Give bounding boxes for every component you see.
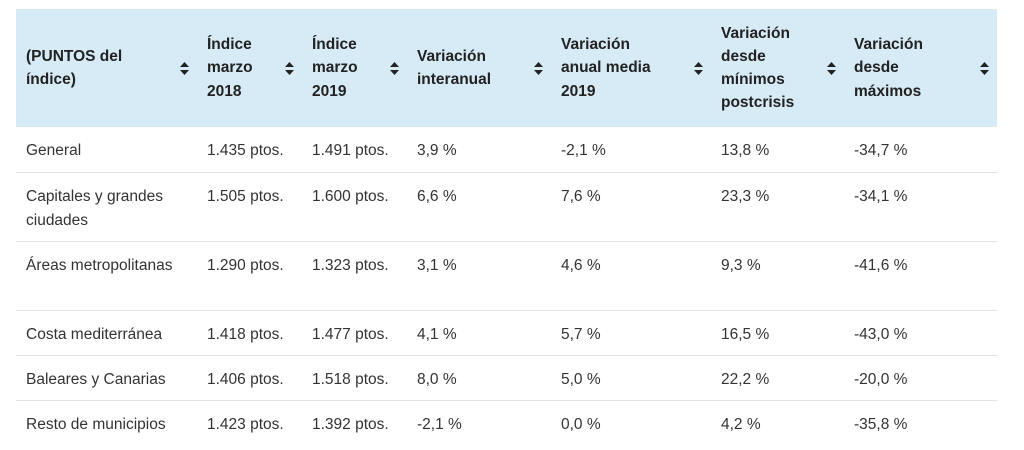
cell-from-maximums: -43,0 % <box>844 310 997 356</box>
header-label: Índice marzo 2018 <box>207 33 253 103</box>
cell-region: Baleares y Canarias <box>16 355 197 401</box>
column-header-region[interactable]: (PUNTOS del índice) <box>16 9 197 127</box>
cell-annual-average: 0,0 % <box>551 400 711 445</box>
column-header-index-2018[interactable]: Índice marzo 2018 <box>197 9 302 127</box>
table-row: Áreas metropolitanas 1.290 ptos. 1.323 p… <box>16 241 997 311</box>
cell-from-minimums: 23,3 % <box>711 172 844 242</box>
header-line: máximos <box>854 82 922 100</box>
cell-region: Costa mediterránea <box>16 310 197 356</box>
column-header-interanual[interactable]: Variación interanual <box>407 9 551 127</box>
cell-index-2018: 1.505 ptos. <box>197 172 302 242</box>
cell-annual-average: 5,7 % <box>551 310 711 356</box>
cell-index-2018: 1.406 ptos. <box>197 355 302 401</box>
header-label: Índice marzo 2019 <box>312 33 358 103</box>
cell-from-minimums: 22,2 % <box>711 355 844 401</box>
table-row: Costa mediterránea 1.418 ptos. 1.477 pto… <box>16 310 997 356</box>
cell-region: Resto de municipios <box>16 400 197 445</box>
sort-up-down-icon[interactable] <box>826 61 836 75</box>
header-line: desde <box>721 47 766 65</box>
header-line: 2019 <box>312 82 347 100</box>
cell-interanual: 8,0 % <box>407 355 551 401</box>
header-label: Variación interanual <box>417 45 491 92</box>
header-line: postcrisis <box>721 94 795 112</box>
cell-interanual: 3,1 % <box>407 241 551 311</box>
header-label: Variación anual media 2019 <box>561 33 651 103</box>
column-header-index-2019[interactable]: Índice marzo 2019 <box>302 9 407 127</box>
sort-up-down-icon[interactable] <box>389 61 399 75</box>
cell-interanual: -2,1 % <box>407 400 551 445</box>
cell-index-2019: 1.392 ptos. <box>302 400 407 445</box>
header-line: 2019 <box>561 82 596 100</box>
header-line: Variación <box>417 47 486 65</box>
cell-interanual: 6,6 % <box>407 172 551 242</box>
header-line: Índice <box>312 36 357 54</box>
table-row: Capitales y grandes ciudades 1.505 ptos.… <box>16 172 997 242</box>
header-line: Índice <box>207 36 252 54</box>
cell-region: General <box>16 127 197 173</box>
cell-index-2019: 1.323 ptos. <box>302 241 407 311</box>
cell-from-minimums: 9,3 % <box>711 241 844 311</box>
cell-annual-average: 5,0 % <box>551 355 711 401</box>
sort-up-down-icon[interactable] <box>693 61 703 75</box>
header-line: Variación <box>561 36 630 54</box>
cell-index-2018: 1.435 ptos. <box>197 127 302 173</box>
header-line: marzo <box>312 59 358 77</box>
header-line: Variación <box>721 24 790 42</box>
sort-up-down-icon[interactable] <box>179 61 189 75</box>
column-header-annual-average[interactable]: Variación anual media 2019 <box>551 9 711 127</box>
cell-index-2019: 1.600 ptos. <box>302 172 407 242</box>
header-line: (PUNTOS del <box>26 47 123 65</box>
cell-annual-average: 7,6 % <box>551 172 711 242</box>
cell-from-minimums: 16,5 % <box>711 310 844 356</box>
cell-region: Áreas metropolitanas <box>16 241 197 311</box>
table-body: General 1.435 ptos. 1.491 ptos. 3,9 % -2… <box>16 127 997 445</box>
column-header-from-maximums[interactable]: Variación desde máximos <box>844 9 997 127</box>
sort-up-down-icon[interactable] <box>979 61 989 75</box>
cell-from-maximums: -34,1 % <box>844 172 997 242</box>
cell-index-2018: 1.418 ptos. <box>197 310 302 356</box>
cell-annual-average: 4,6 % <box>551 241 711 311</box>
cell-from-minimums: 4,2 % <box>711 400 844 445</box>
cell-annual-average: -2,1 % <box>551 127 711 173</box>
header-line: desde <box>854 59 899 77</box>
sort-up-down-icon[interactable] <box>284 61 294 75</box>
header-line: marzo <box>207 59 253 77</box>
cell-index-2019: 1.491 ptos. <box>302 127 407 173</box>
table-header: (PUNTOS del índice) Índice marzo 2018 <box>16 9 997 127</box>
cell-from-maximums: -20,0 % <box>844 355 997 401</box>
header-label: Variación desde máximos <box>854 33 923 103</box>
cell-from-maximums: -35,8 % <box>844 400 997 445</box>
header-line: interanual <box>417 71 492 88</box>
cell-index-2019: 1.518 ptos. <box>302 355 407 401</box>
cell-index-2018: 1.290 ptos. <box>197 241 302 311</box>
cell-index-2018: 1.423 ptos. <box>197 400 302 445</box>
sort-up-down-icon[interactable] <box>533 61 543 75</box>
cell-interanual: 3,9 % <box>407 127 551 173</box>
header-label: Variación desde mínimos postcrisis <box>721 22 794 115</box>
cell-from-maximums: -34,7 % <box>844 127 997 173</box>
header-line: índice) <box>26 71 76 88</box>
table-row: Resto de municipios 1.423 ptos. 1.392 pt… <box>16 400 997 445</box>
cell-from-maximums: -41,6 % <box>844 241 997 311</box>
cell-from-minimums: 13,8 % <box>711 127 844 173</box>
header-line: anual media <box>561 59 651 77</box>
housing-price-index-table: (PUNTOS del índice) Índice marzo 2018 <box>16 9 997 445</box>
header-line: Variación <box>854 36 923 54</box>
column-header-from-minimums[interactable]: Variación desde mínimos postcrisis <box>711 9 844 127</box>
header-label: (PUNTOS del índice) <box>26 45 122 92</box>
header-line: mínimos <box>721 71 785 88</box>
cell-interanual: 4,1 % <box>407 310 551 356</box>
cell-index-2019: 1.477 ptos. <box>302 310 407 356</box>
header-line: 2018 <box>207 82 242 100</box>
index-table-container: (PUNTOS del índice) Índice marzo 2018 <box>16 9 997 445</box>
table-row: General 1.435 ptos. 1.491 ptos. 3,9 % -2… <box>16 127 997 173</box>
cell-region: Capitales y grandes ciudades <box>16 172 197 242</box>
header-row: (PUNTOS del índice) Índice marzo 2018 <box>16 9 997 127</box>
table-row: Baleares y Canarias 1.406 ptos. 1.518 pt… <box>16 355 997 401</box>
